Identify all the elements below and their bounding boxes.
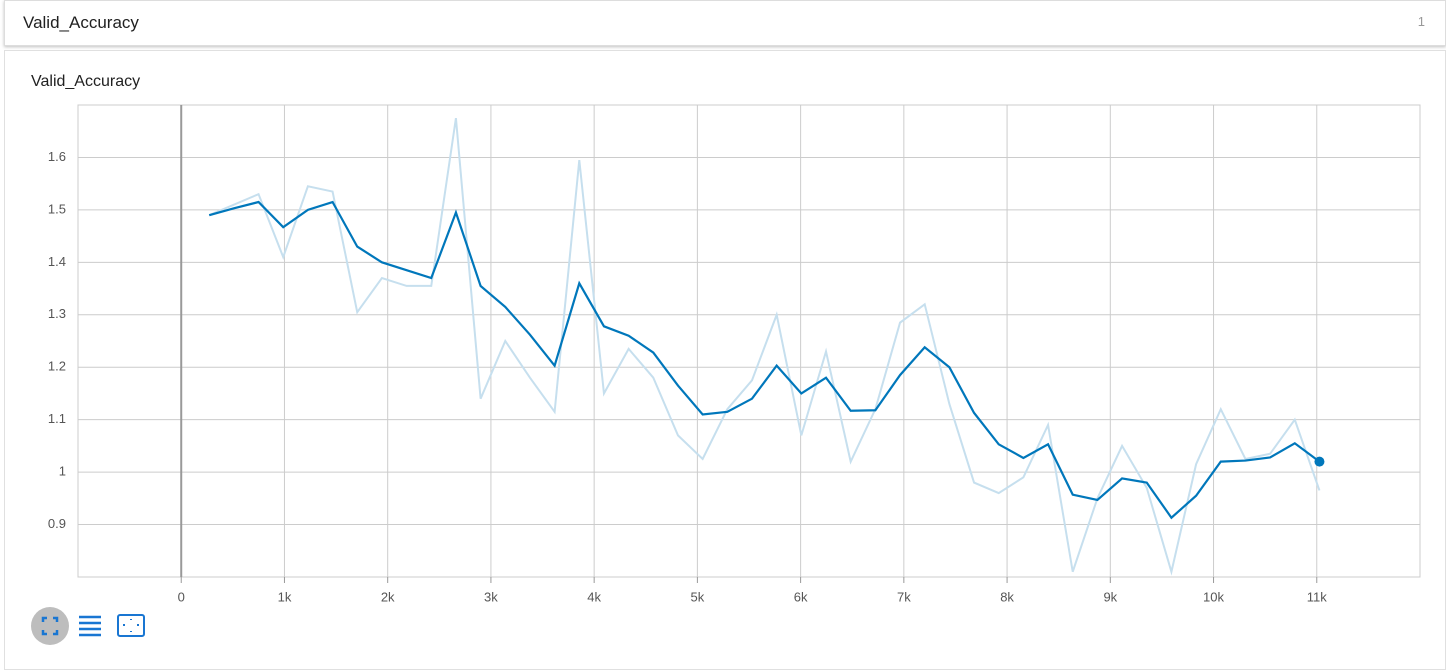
- x-tick-label: 9k: [1103, 589, 1117, 604]
- x-tick-label: 4k: [587, 589, 601, 604]
- y-tick-label: 0.9: [48, 516, 66, 531]
- card-header[interactable]: Valid_Accuracy 1: [4, 0, 1446, 46]
- y-tick-label: 1.1: [48, 411, 66, 426]
- y-tick-label: 1.4: [48, 254, 66, 269]
- series-line: [208, 200, 1321, 520]
- last-point: [1314, 456, 1325, 467]
- plot-frame: [77, 104, 1421, 578]
- y-tick-label: 1.3: [48, 306, 66, 321]
- log-button[interactable]: [79, 615, 101, 637]
- x-tick-label: 6k: [794, 589, 808, 604]
- y-tick-label: 1.5: [48, 201, 66, 216]
- x-tick-label: 8k: [1000, 589, 1014, 604]
- fit-button[interactable]: [31, 607, 69, 645]
- fit-icon: [41, 616, 59, 636]
- x-tick-label: 1k: [278, 589, 292, 604]
- y-tick-label: 1.2: [48, 359, 66, 374]
- series-line: [208, 117, 1321, 576]
- x-tick-label: 11k: [1307, 589, 1327, 604]
- y-tick-label: 1.6: [48, 149, 66, 164]
- toolbar: [31, 607, 145, 645]
- y-tick-label: 1: [59, 464, 66, 479]
- x-tick-label: 5k: [691, 589, 705, 604]
- x-tick-label: 0: [178, 589, 185, 604]
- chart-card: [4, 50, 1446, 670]
- chart-title: Valid_Accuracy: [31, 73, 140, 90]
- header-count: 1: [1417, 14, 1425, 29]
- zoom-icon: [123, 619, 139, 632]
- x-tick-label: 2k: [381, 589, 395, 604]
- x-tick-label: 3k: [484, 589, 498, 604]
- x-tick-label: 7k: [897, 589, 911, 604]
- header-title: Valid_Accuracy: [23, 13, 139, 32]
- zoom-button[interactable]: [117, 614, 145, 637]
- x-tick-label: 10k: [1203, 589, 1224, 604]
